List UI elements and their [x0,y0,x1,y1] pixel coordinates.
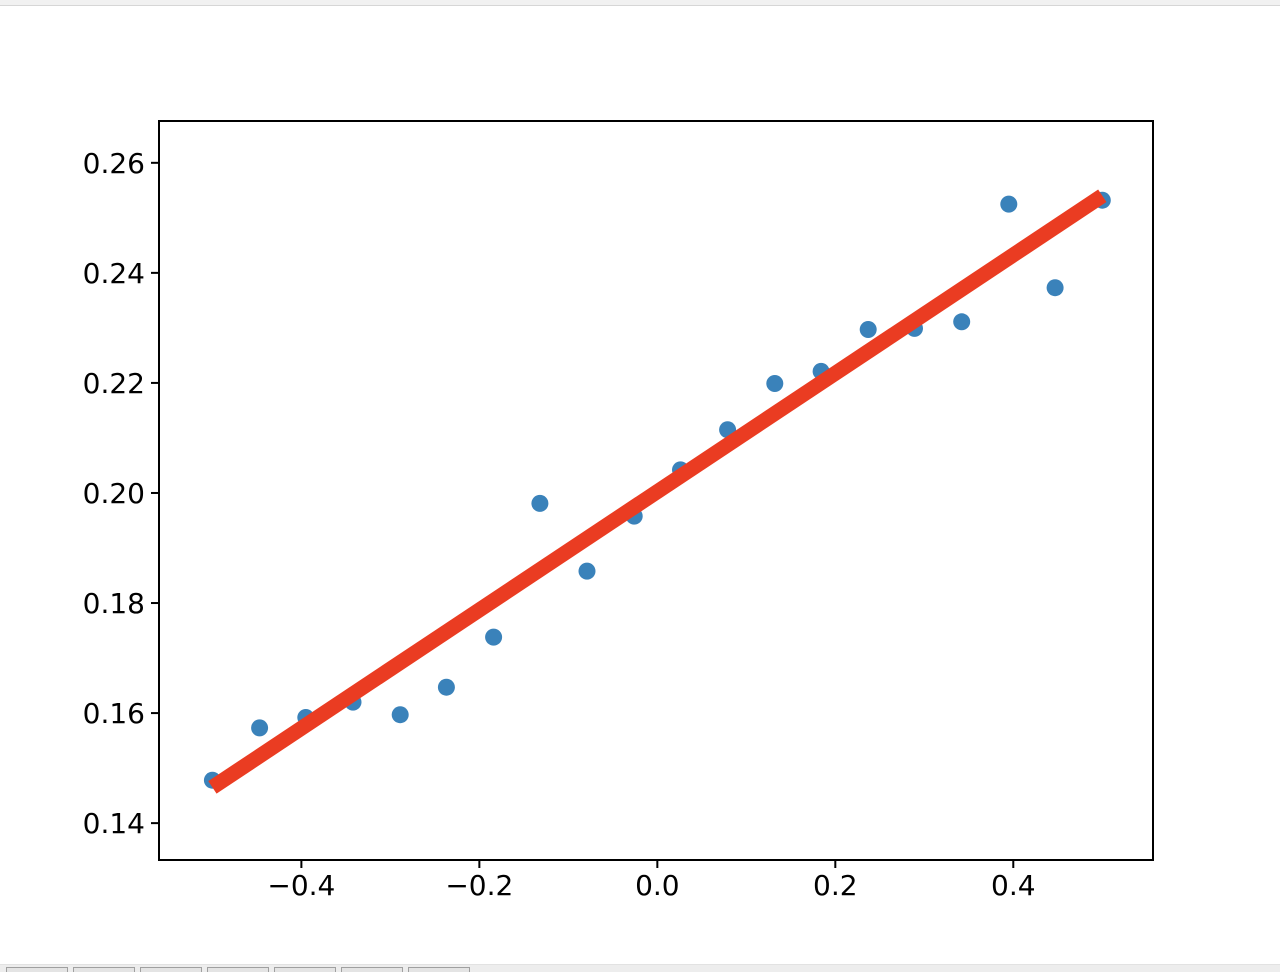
y-tick-label: 0.18 [83,587,145,620]
y-tick-label: 0.22 [83,367,145,400]
y-tick-label: 0.16 [83,697,145,730]
scatter-point [766,375,784,392]
scatter-point [1046,279,1064,297]
scatter-point [485,628,503,646]
axes-frame [158,120,1154,861]
toolbar-button[interactable] [6,967,68,972]
toolbar-button[interactable] [73,967,135,972]
y-tick-label: 0.26 [83,147,145,180]
toolbar-button[interactable] [274,967,336,972]
scatter-point [531,494,549,512]
x-tick-label: 0.0 [635,869,680,902]
scatter-point [578,562,596,580]
toolbar-button[interactable] [207,967,269,972]
x-tick-label: −0.4 [267,869,335,902]
scatter-point [1000,195,1018,213]
bottom-toolbar [0,964,1280,972]
scatter-point [391,706,409,724]
scatter-point [251,719,269,737]
window-top-edge [0,0,1280,6]
y-tick-label: 0.20 [83,477,145,510]
toolbar-button[interactable] [140,967,202,972]
scatter-point [953,313,971,331]
scatter-point [437,678,455,696]
y-tick-label: 0.14 [83,807,145,840]
toolbar-button[interactable] [341,967,403,972]
x-tick-label: 0.4 [991,869,1036,902]
scatter-point [859,321,877,338]
x-tick-label: 0.2 [813,869,858,902]
x-tick-label: −0.2 [445,869,513,902]
y-tick-label: 0.24 [83,257,145,290]
toolbar-button[interactable] [408,967,470,972]
fit-line [208,189,1107,794]
